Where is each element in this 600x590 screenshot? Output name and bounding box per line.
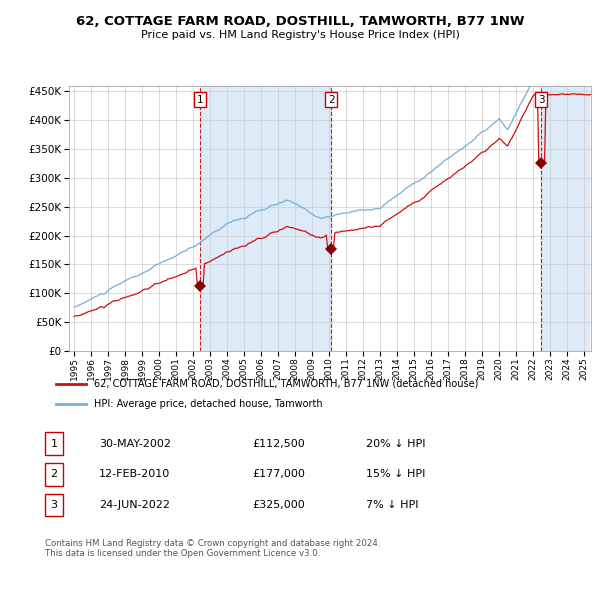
Text: Price paid vs. HM Land Registry's House Price Index (HPI): Price paid vs. HM Land Registry's House … xyxy=(140,30,460,40)
Text: 1: 1 xyxy=(197,95,203,105)
Bar xyxy=(200,86,331,351)
Text: £112,500: £112,500 xyxy=(252,439,305,448)
Text: 15% ↓ HPI: 15% ↓ HPI xyxy=(366,470,425,479)
Text: 62, COTTAGE FARM ROAD, DOSTHILL, TAMWORTH, B77 1NW (detached house): 62, COTTAGE FARM ROAD, DOSTHILL, TAMWORT… xyxy=(94,379,478,388)
Text: 30-MAY-2002: 30-MAY-2002 xyxy=(99,439,171,448)
Text: This data is licensed under the Open Government Licence v3.0.: This data is licensed under the Open Gov… xyxy=(45,549,320,558)
Text: 3: 3 xyxy=(50,500,58,510)
Text: Contains HM Land Registry data © Crown copyright and database right 2024.: Contains HM Land Registry data © Crown c… xyxy=(45,539,380,548)
Text: £325,000: £325,000 xyxy=(252,500,305,510)
Text: 2: 2 xyxy=(328,95,334,105)
Text: HPI: Average price, detached house, Tamworth: HPI: Average price, detached house, Tamw… xyxy=(94,399,322,409)
Text: £177,000: £177,000 xyxy=(252,470,305,479)
Text: 24-JUN-2022: 24-JUN-2022 xyxy=(99,500,170,510)
Text: 2: 2 xyxy=(50,470,58,479)
Bar xyxy=(541,86,589,351)
Text: 62, COTTAGE FARM ROAD, DOSTHILL, TAMWORTH, B77 1NW: 62, COTTAGE FARM ROAD, DOSTHILL, TAMWORT… xyxy=(76,15,524,28)
Text: 12-FEB-2010: 12-FEB-2010 xyxy=(99,470,170,479)
Text: 1: 1 xyxy=(50,439,58,448)
Text: 20% ↓ HPI: 20% ↓ HPI xyxy=(366,439,425,448)
Text: 7% ↓ HPI: 7% ↓ HPI xyxy=(366,500,419,510)
Text: 3: 3 xyxy=(538,95,545,105)
